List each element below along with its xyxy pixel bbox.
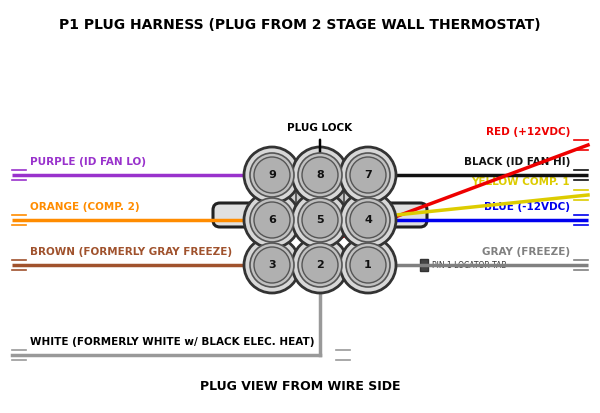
Circle shape <box>298 243 342 287</box>
Text: 2: 2 <box>316 260 324 270</box>
Text: 1: 1 <box>364 260 372 270</box>
Circle shape <box>254 202 290 238</box>
Text: ORANGE (COMP. 2): ORANGE (COMP. 2) <box>30 202 140 212</box>
Text: PIN 1 LOCATOR TAB: PIN 1 LOCATOR TAB <box>432 261 506 270</box>
Circle shape <box>292 237 348 293</box>
Text: BROWN (FORMERLY GRAY FREEZE): BROWN (FORMERLY GRAY FREEZE) <box>30 247 232 257</box>
Text: YELLOW COMP. 1: YELLOW COMP. 1 <box>472 177 570 187</box>
Bar <box>420 259 428 271</box>
Text: PURPLE (ID FAN LO): PURPLE (ID FAN LO) <box>30 157 146 167</box>
Text: RED (+12VDC): RED (+12VDC) <box>485 127 570 137</box>
Text: 4: 4 <box>364 215 372 225</box>
Circle shape <box>350 247 386 283</box>
Circle shape <box>340 237 396 293</box>
Circle shape <box>302 202 338 238</box>
FancyBboxPatch shape <box>289 165 351 213</box>
Text: 7: 7 <box>364 170 372 180</box>
Circle shape <box>250 198 294 242</box>
Text: P1 PLUG HARNESS (PLUG FROM 2 STAGE WALL THERMOSTAT): P1 PLUG HARNESS (PLUG FROM 2 STAGE WALL … <box>59 18 541 32</box>
Circle shape <box>340 147 396 203</box>
FancyBboxPatch shape <box>306 218 334 238</box>
Circle shape <box>346 153 390 197</box>
Circle shape <box>302 157 338 193</box>
Circle shape <box>244 147 300 203</box>
Circle shape <box>250 153 294 197</box>
Circle shape <box>346 198 390 242</box>
Circle shape <box>244 192 300 248</box>
Text: 3: 3 <box>268 260 276 270</box>
Text: WHITE (FORMERLY WHITE w/ BLACK ELEC. HEAT): WHITE (FORMERLY WHITE w/ BLACK ELEC. HEA… <box>30 337 314 347</box>
Text: 8: 8 <box>316 170 324 180</box>
Circle shape <box>298 198 342 242</box>
Circle shape <box>292 192 348 248</box>
Text: BLACK (ID FAN HI): BLACK (ID FAN HI) <box>464 157 570 167</box>
Circle shape <box>302 247 338 283</box>
Circle shape <box>250 243 294 287</box>
Text: PLUG LOCK: PLUG LOCK <box>287 123 353 133</box>
Text: GRAY (FREEZE): GRAY (FREEZE) <box>482 247 570 257</box>
Circle shape <box>340 192 396 248</box>
Circle shape <box>346 243 390 287</box>
Circle shape <box>244 237 300 293</box>
Circle shape <box>350 157 386 193</box>
Circle shape <box>350 202 386 238</box>
Circle shape <box>254 247 290 283</box>
Text: 5: 5 <box>316 215 324 225</box>
FancyBboxPatch shape <box>296 172 344 208</box>
Circle shape <box>254 157 290 193</box>
Text: 9: 9 <box>268 170 276 180</box>
Circle shape <box>298 153 342 197</box>
FancyBboxPatch shape <box>342 170 358 204</box>
Text: 6: 6 <box>268 215 276 225</box>
Text: PLUG VIEW FROM WIRE SIDE: PLUG VIEW FROM WIRE SIDE <box>200 380 400 393</box>
Circle shape <box>292 147 348 203</box>
Bar <box>325 225 333 233</box>
Text: BLUE (-12VDC): BLUE (-12VDC) <box>484 202 570 212</box>
FancyBboxPatch shape <box>213 203 427 227</box>
FancyBboxPatch shape <box>282 170 298 204</box>
